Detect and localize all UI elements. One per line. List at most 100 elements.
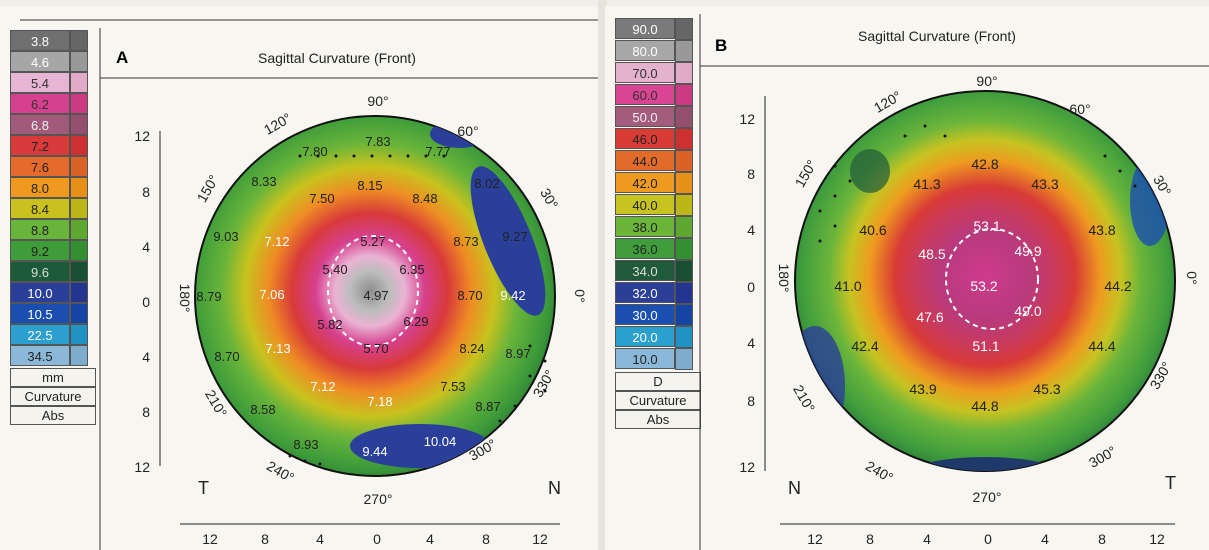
curvature-reading: 6.29	[403, 314, 428, 329]
legend-mode: Abs	[10, 406, 96, 425]
compass-label-240: 240°	[863, 457, 896, 485]
side-label-nasal: N	[548, 478, 561, 498]
curvature-reading: 7.06	[259, 287, 284, 302]
legend-cell: 46.0	[615, 128, 675, 149]
compass-label-30: 30°	[537, 185, 561, 211]
compass-label-240: 240°	[264, 457, 297, 485]
legend-type: Curvature	[10, 387, 96, 406]
x-tick: 12	[807, 531, 823, 547]
legend-cell: 9.2	[10, 240, 70, 261]
side-label-temporal: T	[198, 478, 209, 498]
legend-cell: 7.6	[10, 156, 70, 177]
curvature-reading: 5.27	[360, 234, 385, 249]
curvature-reading: 4.97	[363, 288, 388, 303]
compass-label-180: 180°	[177, 284, 193, 313]
compass-label-60: 60°	[1069, 101, 1090, 117]
curvature-reading: 5.70	[363, 341, 388, 356]
x-tick: 4	[1041, 531, 1049, 547]
y-tick: 0	[142, 294, 150, 310]
legend-cell: 9.6	[10, 261, 70, 282]
power-reading: 47.6	[916, 309, 943, 325]
curvature-reading: 8.15	[357, 178, 382, 193]
legend-cell: 6.2	[10, 93, 70, 114]
y-tick: 4	[747, 335, 755, 351]
y-tick: 0	[747, 279, 755, 295]
curvature-reading: 8.70	[457, 288, 482, 303]
legend-cell: 50.0	[615, 106, 675, 127]
y-tick: 8	[142, 184, 150, 200]
curvature-reading: 7.83	[365, 134, 390, 149]
x-tick: 8	[261, 531, 269, 547]
curvature-reading: 7.12	[310, 379, 335, 394]
legend-mode: Abs	[615, 410, 701, 429]
curvature-reading: 5.40	[322, 262, 347, 277]
curvature-reading: 8.70	[214, 349, 239, 364]
compass-label-0: 0°	[572, 289, 588, 302]
power-reading: 44.4	[1088, 338, 1115, 354]
x-tick: 12	[202, 531, 218, 547]
y-tick: 12	[739, 459, 755, 475]
power-reading: 43.8	[1088, 222, 1115, 238]
legend-cell: 20.0	[615, 326, 675, 347]
curvature-reading: 8.73	[453, 234, 478, 249]
legend-cell: 3.8	[10, 30, 70, 51]
compass-label-150: 150°	[193, 172, 221, 205]
legend-cell: 30.0	[615, 304, 675, 325]
compass-label-60: 60°	[457, 123, 478, 139]
curvature-reading: 5.82	[317, 317, 342, 332]
topography-map-a: 12 8 4 0 4 8 12 12 8 4 0 4 8 12 90° 60° …	[20, 19, 600, 550]
curvature-reading: 8.58	[250, 402, 275, 417]
x-tick: 8	[1098, 531, 1106, 547]
power-reading: 43.3	[1031, 176, 1058, 192]
power-reading: 43.9	[909, 381, 936, 397]
curvature-reading: 6.35	[399, 262, 424, 277]
topography-panel-a: 3.8 4.6 5.4 6.2 6.8 7.2 7.6 8.0 8.4 8.8 …	[0, 6, 600, 550]
topography-map-b: 12 8 4 0 4 8 12 12 8 4 0 4 8 12 90° 60° …	[699, 14, 1209, 550]
x-tick: 12	[1149, 531, 1165, 547]
legend-cell: 70.0	[615, 62, 675, 83]
x-tick: 0	[984, 531, 992, 547]
x-tick: 0	[373, 531, 381, 547]
curvature-reading: 8.24	[459, 341, 484, 356]
curvature-reading: 7.80	[302, 144, 327, 159]
legend-cell: 4.6	[10, 51, 70, 72]
curvature-reading: 10.04	[424, 434, 457, 449]
legend-cell: 8.4	[10, 198, 70, 219]
curvature-reading: 7.18	[367, 394, 392, 409]
x-tick: 4	[426, 531, 434, 547]
power-reading: 45.3	[1033, 381, 1060, 397]
legend-cell: 60.0	[615, 84, 675, 105]
curvature-reading: 7.13	[265, 341, 290, 356]
curvature-reading: 8.79	[196, 289, 221, 304]
curvature-reading: 7.53	[440, 379, 465, 394]
power-reading: 48.5	[918, 246, 945, 262]
legend-cell: 36.0	[615, 238, 675, 259]
y-tick: 8	[747, 393, 755, 409]
y-tick: 8	[142, 404, 150, 420]
x-tick: 4	[316, 531, 324, 547]
power-reading: 42.8	[971, 156, 998, 172]
y-tick: 8	[747, 166, 755, 182]
curvature-reading: 7.77	[425, 144, 450, 159]
compass-label-210: 210°	[790, 382, 818, 415]
power-reading: 42.4	[851, 338, 878, 354]
legend-cell: 10.0	[10, 282, 70, 303]
legend-cell: 5.4	[10, 72, 70, 93]
x-tick: 8	[866, 531, 874, 547]
legend-cell: 6.8	[10, 114, 70, 135]
x-tick: 4	[923, 531, 931, 547]
legend-cell: 8.8	[10, 219, 70, 240]
curvature-reading: 8.93	[293, 437, 318, 452]
map-title-b: Sagittal Curvature (Front)	[858, 28, 1016, 44]
power-reading: 49.9	[1014, 243, 1041, 259]
legend-cell: 7.2	[10, 135, 70, 156]
legend-cell: 32.0	[615, 282, 675, 303]
topography-panel-b: 90.0 80.0 70.0 60.0 50.0 46.0 44.0 42.0 …	[605, 6, 1209, 550]
side-label-temporal: T	[1165, 473, 1176, 493]
legend-cell: 22.5	[10, 324, 70, 345]
legend-unit: mm	[10, 368, 96, 387]
curvature-reading: 9.27	[502, 229, 527, 244]
legend-cell: 80.0	[615, 40, 675, 61]
compass-label-180: 180°	[776, 264, 792, 293]
curvature-reading: 8.33	[251, 174, 276, 189]
